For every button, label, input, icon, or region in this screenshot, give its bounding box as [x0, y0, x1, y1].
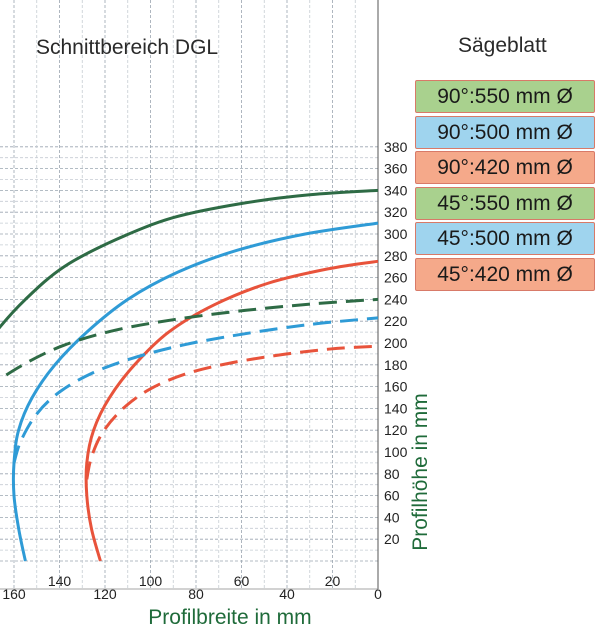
y-tick-label: 160 [384, 379, 408, 395]
x-tick-label: 40 [279, 586, 295, 602]
legend-item-1: 90°:550 mm Ø [415, 80, 595, 113]
series-line-6 [85, 344, 379, 480]
y-tick-label: 220 [384, 313, 408, 329]
x-tick-label: 60 [234, 573, 250, 589]
y-tick-label: 360 [384, 161, 408, 177]
y-tick-label: 380 [384, 139, 408, 155]
legend-title: Sägeblatt [458, 34, 547, 57]
legend-item-2: 90°:500 mm Ø [415, 115, 595, 149]
series-line-3 [84, 259, 379, 562]
y-tick-label: 340 [384, 182, 408, 198]
y-tick-label: 80 [384, 466, 400, 482]
y-tick-label: 200 [384, 335, 408, 351]
x-tick-label: 0 [374, 586, 382, 602]
y-tick-label: 300 [384, 226, 408, 242]
legend-item-6: 45°:420 mm Ø [415, 257, 595, 291]
x-axis-label: Profilbreite in mm [148, 606, 312, 629]
plot-area [0, 0, 378, 590]
y-axis-label: Profilhöhe in mm [409, 393, 432, 551]
y-tick-label: 140 [384, 400, 408, 416]
curves [0, 188, 379, 562]
y-tick-label: 260 [384, 270, 408, 286]
grid [0, 0, 379, 590]
series-line-1 [0, 188, 379, 330]
x-tick-label: 120 [93, 586, 117, 602]
series-line-4 [0, 297, 379, 382]
y-tick-label: 280 [384, 248, 408, 264]
chart-title: Schnittbereich DGL [36, 36, 219, 59]
series-line-2 [11, 221, 379, 562]
y-tick-label: 240 [384, 291, 408, 307]
y-tick-label: 20 [384, 531, 400, 547]
x-tick-label: 100 [139, 573, 163, 589]
x-tick-label: 160 [2, 586, 26, 602]
y-tick-label: 120 [384, 422, 408, 438]
legend-item-5: 45°:500 mm Ø [415, 222, 595, 255]
y-tick-label: 60 [384, 488, 400, 504]
series-line-5 [12, 316, 379, 464]
x-tick-label: 140 [48, 573, 72, 589]
x-tick-label: 20 [325, 573, 341, 589]
y-tick-label: 40 [384, 509, 400, 525]
x-tick-label: 80 [188, 586, 204, 602]
y-tick-label: 180 [384, 357, 408, 373]
y-tick-label: 100 [384, 444, 408, 460]
y-tick-label: 320 [384, 204, 408, 220]
y-axis-ticks: 20 40 60 80 100 120 140 160 180 200 220 240 260 280 30… [384, 139, 408, 547]
legend-item-4: 45°:550 mm Ø [415, 186, 595, 220]
legend-item-3: 90°:420 mm Ø [415, 151, 595, 184]
x-axis-ticks: 240200160120804002201801401006020 [2, 573, 382, 602]
